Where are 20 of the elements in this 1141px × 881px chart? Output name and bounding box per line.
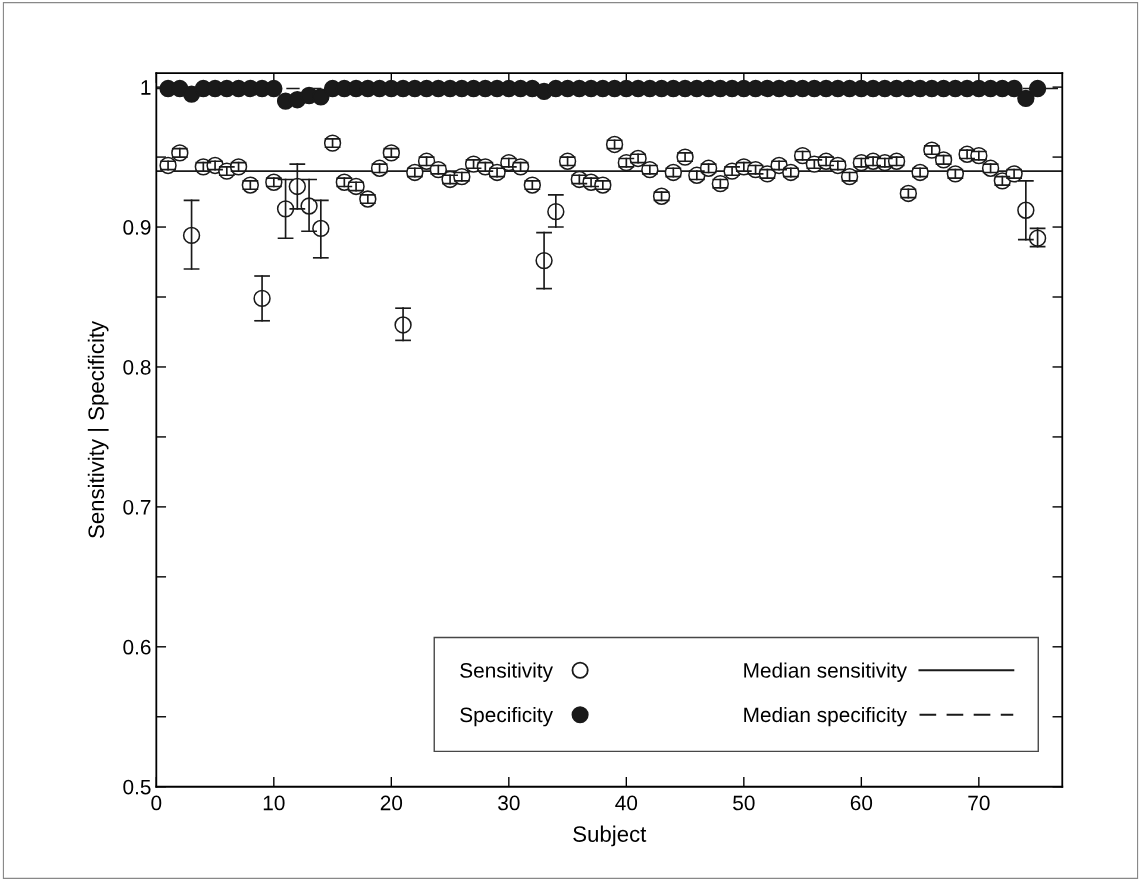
- x-tick-label: 50: [733, 795, 755, 811]
- x-tick-label: 10: [263, 795, 285, 811]
- x-tick-label: 30: [498, 795, 520, 811]
- legend-label: Specificity: [460, 706, 553, 727]
- y-tick-label: 1: [141, 80, 151, 95]
- y-tick-label: 0.9: [123, 220, 151, 235]
- x-tick-label: 20: [380, 795, 403, 811]
- x-tick-label: 60: [850, 795, 873, 811]
- legend-label: Median specificity: [744, 706, 907, 727]
- y-tick-label: 0.6: [123, 639, 151, 655]
- legend-label: Median sensitivity: [744, 662, 907, 682]
- y-tick-label: 0.8: [123, 359, 151, 375]
- x-tick-label: 40: [615, 795, 638, 811]
- legend-label: Sensitivity: [460, 662, 553, 682]
- y-tick-label: 0.7: [123, 499, 151, 515]
- y-tick-label: 0.5: [123, 779, 151, 795]
- y-axis-title: Sensitivity | Specificity: [87, 320, 109, 539]
- x-tick-label: 70: [968, 795, 990, 811]
- x-axis-title: Subject: [573, 825, 647, 847]
- x-tick-label: 0: [151, 795, 162, 811]
